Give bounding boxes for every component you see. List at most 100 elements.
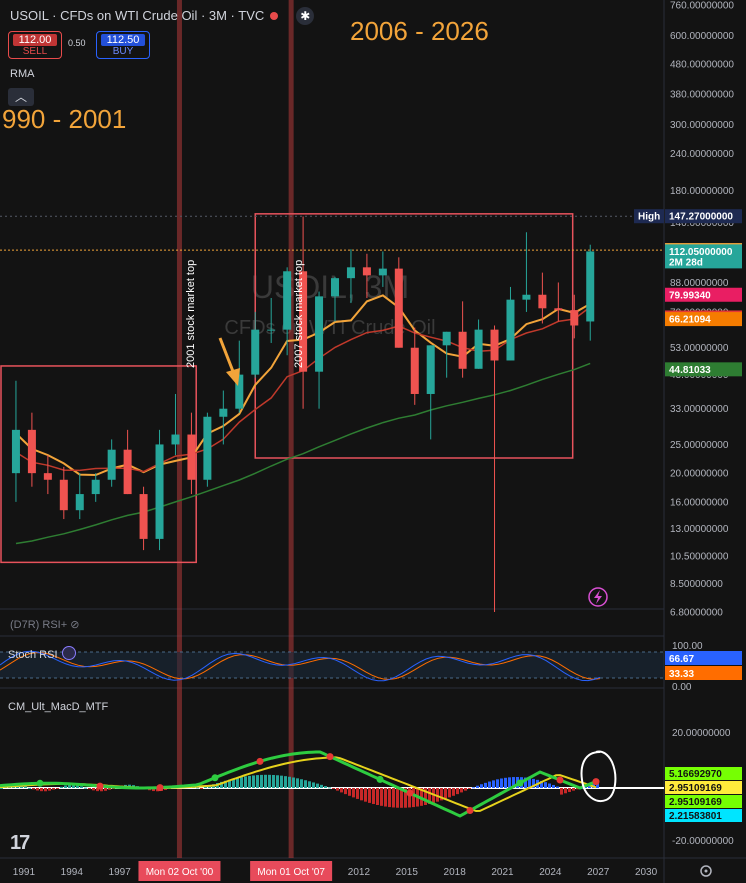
macd-cross-dot-5	[326, 753, 334, 761]
time-tick-2030: 2030	[635, 867, 658, 878]
session-lines	[176, 0, 294, 858]
candle-2010	[331, 276, 339, 322]
eye-off-icon[interactable]: ⊘	[70, 619, 80, 631]
watermark-description: CFDs on WTI Crude Oil	[224, 317, 435, 339]
candlestick-series	[11, 216, 595, 612]
time-axis[interactable]: 1991 1994 1997 2012 2015 2018 2021 2024 2027 2030…	[13, 861, 658, 881]
buy-button[interactable]: 112.50 BUY	[96, 31, 150, 59]
candle-1991	[27, 412, 36, 487]
candle-1997	[123, 429, 132, 495]
price-tick-0: 760.00000000	[670, 1, 734, 12]
stoch-d-badge	[665, 666, 742, 680]
candle-1990	[11, 380, 20, 502]
stoch-rsi-text: Stoch RSI	[8, 649, 58, 661]
time-tick-2018: 2018	[444, 867, 467, 878]
macd-cross-dot-0	[36, 779, 44, 787]
stoch-rsi-axis: 100.00 66.67 33.33 0.00	[665, 641, 742, 693]
market-status-icon	[270, 12, 279, 20]
candle-2025	[570, 294, 579, 339]
svg-text:147.27000000: 147.27000000	[669, 212, 733, 223]
macd-cross-dot-10	[556, 776, 564, 784]
stoch-tick-100: 100.00	[672, 641, 703, 652]
candle-1998	[139, 486, 148, 551]
lightning-icon[interactable]	[588, 587, 608, 607]
price-tick-6: 180.00000000	[670, 186, 734, 197]
macd-indicator-label[interactable]: CM_Ult_MacD_MTF	[8, 701, 109, 713]
candle-2013	[378, 251, 387, 287]
macd-tick-neg: -20.00000000	[672, 836, 734, 847]
candle-2000	[171, 393, 180, 456]
svg-text:High: High	[638, 212, 660, 223]
time-tick-2024: 2024	[539, 867, 562, 878]
rsi-plus-text: (D7R) RSI+	[10, 619, 68, 631]
candle-2011	[346, 249, 355, 304]
sell-label: SELL	[22, 46, 48, 57]
price-tick-20: 6.80000000	[670, 608, 723, 619]
price-tick-5: 240.00000000	[670, 149, 734, 160]
indicator-rma-label[interactable]: RMA	[10, 68, 35, 80]
chart-header: USOIL · CFDs on WTI Crude Oil · 3M · TVC…	[0, 0, 660, 90]
svg-text:112.05000000: 112.05000000	[669, 247, 733, 258]
stoch-rsi-label[interactable]: Stoch RSI	[8, 646, 76, 661]
indicator-settings-icon[interactable]	[61, 646, 76, 660]
macd-axis: 20.00000000 5.16692970 2.95109169 2.9510916…	[665, 728, 742, 847]
stoch-k-badge	[665, 651, 742, 665]
price-tick-3: 380.00000000	[670, 90, 734, 101]
rsi-plus-label[interactable]: (D7R) RSI+ ⊘	[10, 618, 79, 631]
candle-1992	[43, 455, 52, 495]
stoch-d-value: 33.33	[669, 669, 694, 680]
price-tick-2: 480.00000000	[670, 60, 734, 71]
time-tick-2012: 2012	[348, 867, 371, 878]
price-tick-4: 300.00000000	[670, 120, 734, 131]
price-tick-18: 10.50000000	[670, 552, 729, 563]
price-badges: High147.27000000113.20208049112.05000000…	[634, 209, 742, 377]
sell-price: 112.00	[13, 34, 57, 46]
price-axis[interactable]: 760.00000000 600.00000000 480.00000000 380.…	[670, 1, 734, 619]
candle-2014	[394, 257, 403, 348]
time-tick-1994: 1994	[61, 867, 84, 878]
tradingview-logo-icon: 17	[10, 832, 30, 854]
candle-2016	[426, 345, 435, 440]
time-tick-1991: 1991	[13, 867, 36, 878]
stoch-k-value: 66.67	[669, 654, 694, 665]
session-label-0: Mon 02 Oct '00	[146, 867, 214, 878]
candle-2020	[490, 325, 499, 612]
settings-icon[interactable]	[700, 865, 712, 877]
symbol-title[interactable]: USOIL · CFDs on WTI Crude Oil · 3M · TVC…	[10, 7, 315, 25]
candle-1996	[107, 439, 116, 487]
spread-value: 0.50	[68, 38, 86, 48]
macd-value-0: 5.16692970	[669, 769, 722, 780]
macd-cross-dot-6	[376, 775, 384, 783]
range-label-left: 990 - 2001	[2, 104, 127, 134]
asterisk-icon[interactable]: ✱	[296, 7, 315, 25]
price-badge-5: 66.21094	[665, 312, 742, 327]
session-line-0	[176, 0, 182, 858]
candle-1995	[91, 473, 100, 502]
session-label-bg-0	[138, 861, 221, 881]
horizontal-lines	[0, 215, 664, 251]
session-label-bg-1	[250, 861, 333, 881]
buy-label: BUY	[112, 46, 134, 57]
chevron-up-icon[interactable]: ︿	[8, 88, 34, 106]
macd-value-badge-1	[665, 781, 742, 794]
price-badge-0: High 147.27000000	[634, 209, 742, 224]
price-tick-16: 16.00000000	[670, 497, 729, 508]
candle-2007	[283, 267, 292, 356]
candle-2002	[203, 412, 212, 487]
macd-value-3: 2.21583801	[669, 811, 722, 822]
price-tick-11: 53.00000000	[670, 343, 729, 354]
svg-text:2M 28d: 2M 28d	[669, 257, 703, 268]
candle-2024	[554, 282, 563, 322]
macd-value-badge-3	[665, 809, 742, 822]
macd-cross-dot-9	[516, 779, 524, 787]
candle-2003	[219, 390, 228, 445]
candle-2023	[538, 272, 547, 324]
candle-2026	[586, 244, 595, 341]
candle-2005	[251, 311, 260, 378]
sell-button[interactable]: 112.00 SELL	[8, 31, 62, 59]
session-label-1: Mon 01 Oct '07	[257, 867, 325, 878]
price-tick-19: 8.50000000	[670, 579, 723, 590]
price-tick-9: 88.00000000	[670, 278, 729, 289]
candle-2018	[458, 301, 467, 378]
